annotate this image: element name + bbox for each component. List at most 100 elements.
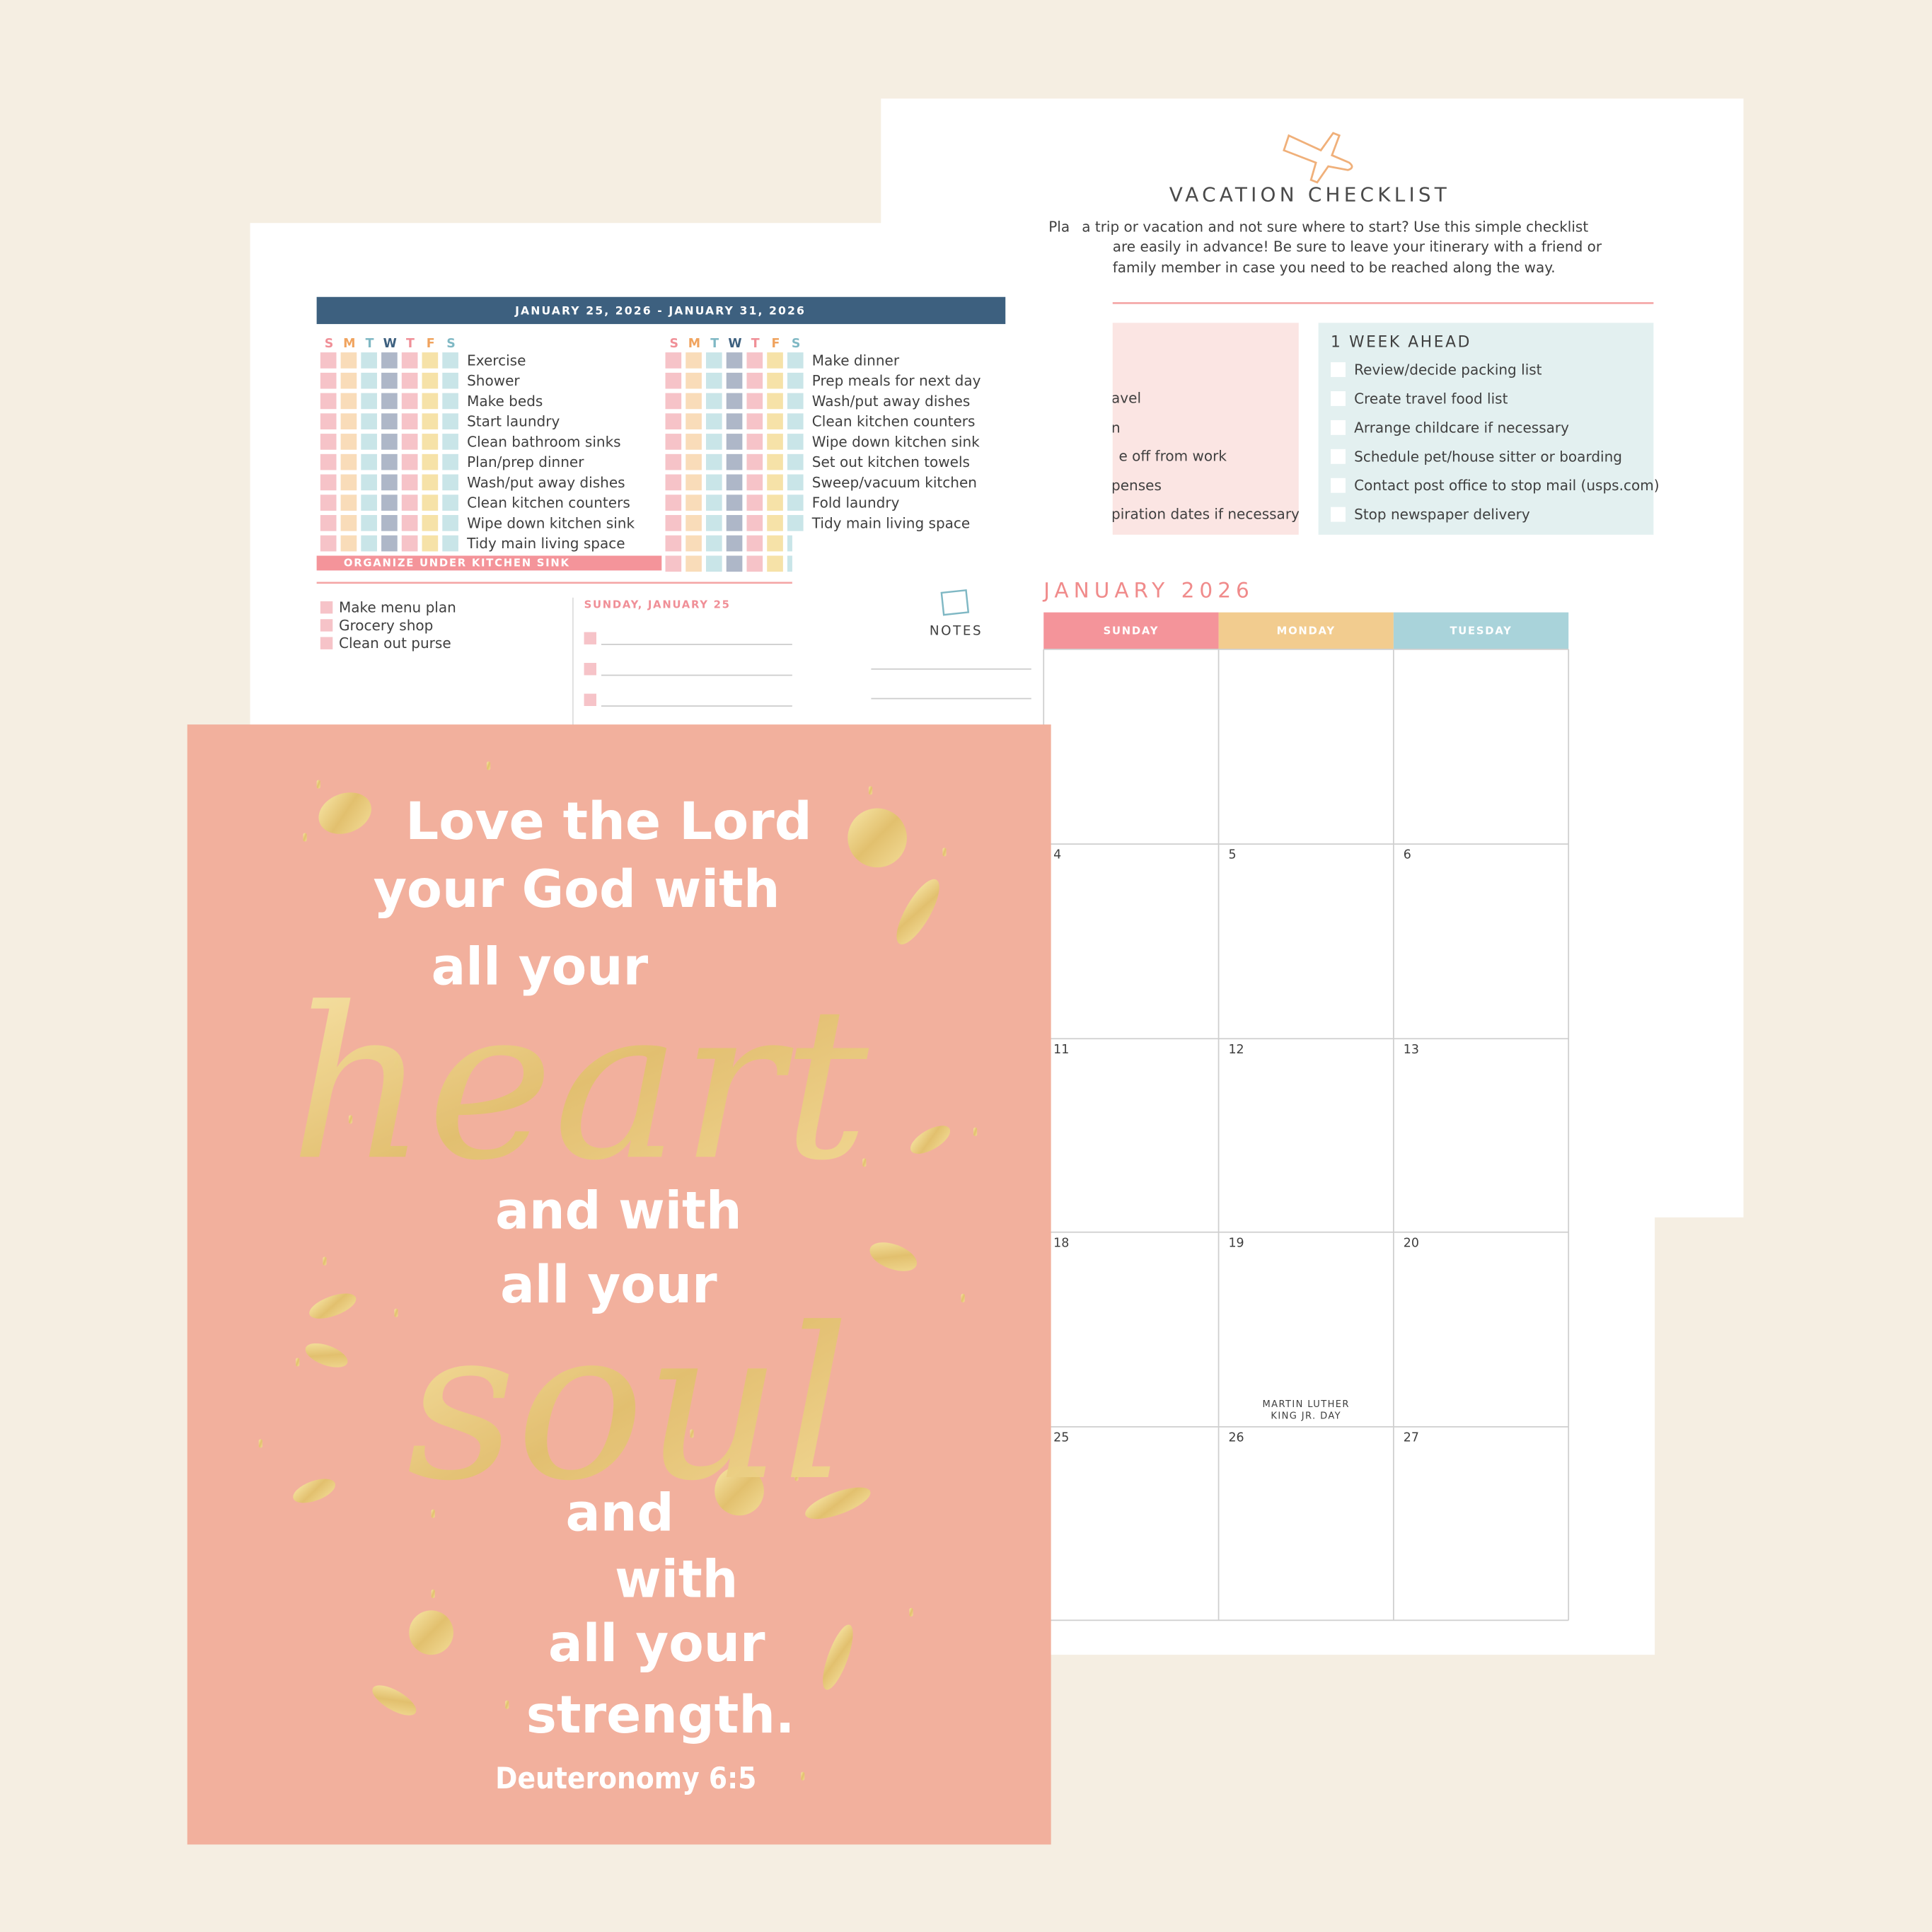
habit-box[interactable] <box>787 434 804 450</box>
habit-box[interactable] <box>340 494 357 511</box>
habit-box[interactable] <box>787 453 804 470</box>
habit-box[interactable] <box>442 434 458 450</box>
habit-box[interactable] <box>705 535 722 552</box>
habit-box[interactable] <box>320 352 337 369</box>
checkbox[interactable] <box>1331 420 1346 435</box>
habit-box[interactable] <box>340 352 357 369</box>
habit-box[interactable] <box>401 453 418 470</box>
habit-box[interactable] <box>422 413 439 429</box>
habit-box[interactable] <box>381 494 398 511</box>
habit-box[interactable] <box>726 515 743 531</box>
habit-box[interactable] <box>726 372 743 389</box>
habit-box[interactable] <box>665 474 682 491</box>
habit-box[interactable] <box>767 515 783 531</box>
habit-box[interactable] <box>381 372 398 389</box>
habit-box[interactable] <box>746 453 763 470</box>
habit-box[interactable] <box>442 372 458 389</box>
habit-box[interactable] <box>746 434 763 450</box>
habit-box[interactable] <box>726 413 743 429</box>
habit-box[interactable] <box>442 413 458 429</box>
habit-box[interactable] <box>422 535 439 552</box>
habit-box[interactable] <box>401 413 418 429</box>
habit-box[interactable] <box>705 352 722 369</box>
habit-box[interactable] <box>726 393 743 410</box>
habit-box[interactable] <box>665 352 682 369</box>
habit-box[interactable] <box>422 494 439 511</box>
habit-box[interactable] <box>381 515 398 531</box>
habit-box[interactable] <box>320 434 337 450</box>
habit-box[interactable] <box>422 352 439 369</box>
task-box[interactable] <box>584 693 596 706</box>
habit-box[interactable] <box>340 434 357 450</box>
checkbox[interactable] <box>1331 478 1346 493</box>
habit-box[interactable] <box>665 535 682 552</box>
habit-box[interactable] <box>665 393 682 410</box>
habit-box[interactable] <box>726 555 743 572</box>
habit-box[interactable] <box>787 352 804 369</box>
habit-box[interactable] <box>705 474 722 491</box>
habit-box[interactable] <box>686 393 702 410</box>
habit-box[interactable] <box>340 372 357 389</box>
habit-box[interactable] <box>442 393 458 410</box>
habit-box[interactable] <box>361 453 377 470</box>
habit-box[interactable] <box>767 474 783 491</box>
habit-box[interactable] <box>686 413 702 429</box>
habit-box[interactable] <box>705 453 722 470</box>
habit-box[interactable] <box>442 494 458 511</box>
habit-box[interactable] <box>787 413 804 429</box>
habit-box[interactable] <box>340 474 357 491</box>
habit-box[interactable] <box>787 515 804 531</box>
habit-box[interactable] <box>340 413 357 429</box>
habit-box[interactable] <box>746 393 763 410</box>
habit-box[interactable] <box>442 352 458 369</box>
checkbox[interactable] <box>1331 449 1346 464</box>
habit-box[interactable] <box>746 372 763 389</box>
habit-box[interactable] <box>767 453 783 470</box>
habit-box[interactable] <box>686 515 702 531</box>
habit-box[interactable] <box>686 474 702 491</box>
task-box[interactable] <box>584 632 596 644</box>
habit-box[interactable] <box>746 515 763 531</box>
habit-box[interactable] <box>381 413 398 429</box>
habit-box[interactable] <box>422 393 439 410</box>
habit-box[interactable] <box>320 453 337 470</box>
habit-box[interactable] <box>361 535 377 552</box>
habit-box[interactable] <box>320 372 337 389</box>
habit-box[interactable] <box>787 393 804 410</box>
habit-box[interactable] <box>705 413 722 429</box>
habit-box[interactable] <box>320 494 337 511</box>
habit-box[interactable] <box>442 453 458 470</box>
habit-box[interactable] <box>746 494 763 511</box>
habit-box[interactable] <box>401 515 418 531</box>
habit-box[interactable] <box>422 434 439 450</box>
habit-box[interactable] <box>705 393 722 410</box>
habit-box[interactable] <box>320 413 337 429</box>
checkbox[interactable] <box>1331 391 1346 406</box>
habit-box[interactable] <box>340 393 357 410</box>
task-box[interactable] <box>584 663 596 676</box>
habit-box[interactable] <box>422 453 439 470</box>
habit-box[interactable] <box>340 535 357 552</box>
habit-box[interactable] <box>746 535 763 552</box>
habit-box[interactable] <box>401 474 418 491</box>
habit-box[interactable] <box>320 515 337 531</box>
habit-box[interactable] <box>665 413 682 429</box>
habit-box[interactable] <box>361 372 377 389</box>
habit-box[interactable] <box>705 494 722 511</box>
habit-box[interactable] <box>726 352 743 369</box>
habit-box[interactable] <box>401 372 418 389</box>
habit-box[interactable] <box>320 535 337 552</box>
habit-box[interactable] <box>767 535 783 552</box>
habit-box[interactable] <box>767 372 783 389</box>
habit-box[interactable] <box>665 453 682 470</box>
habit-box[interactable] <box>686 494 702 511</box>
habit-box[interactable] <box>361 352 377 369</box>
habit-box[interactable] <box>705 555 722 572</box>
habit-box[interactable] <box>686 372 702 389</box>
habit-box[interactable] <box>381 434 398 450</box>
habit-box[interactable] <box>705 515 722 531</box>
habit-box[interactable] <box>746 413 763 429</box>
habit-box[interactable] <box>787 494 804 511</box>
habit-box[interactable] <box>767 555 783 572</box>
habit-box[interactable] <box>381 474 398 491</box>
